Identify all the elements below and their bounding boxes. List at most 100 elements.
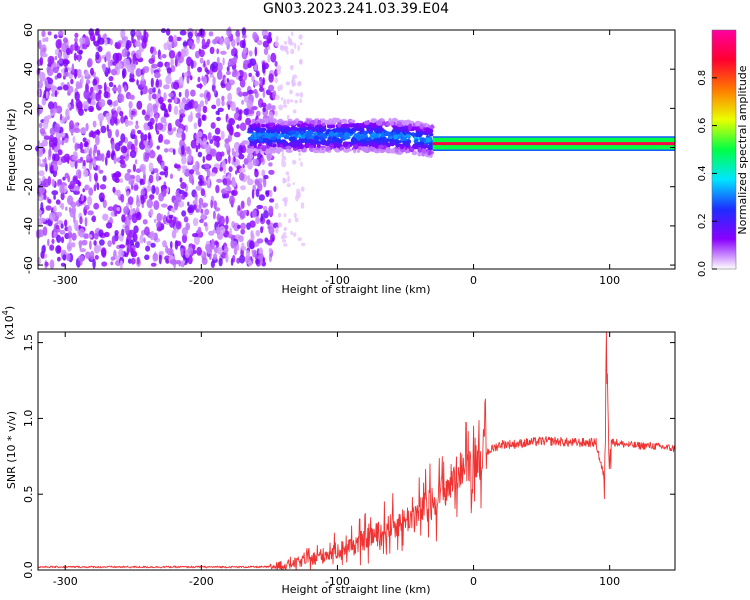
noise-cell (105, 156, 108, 166)
noise-cell (174, 96, 178, 104)
noise-cell (143, 133, 148, 141)
noise-cell (204, 163, 210, 169)
noise-cell (300, 202, 305, 209)
noise-cell (120, 115, 125, 124)
noise-cell (272, 222, 280, 229)
noise-cell (209, 148, 217, 157)
noise-cell (51, 190, 59, 196)
noise-cell (87, 196, 93, 206)
noise-cell (107, 67, 111, 74)
noise-cell (53, 194, 56, 200)
noise-cell (134, 124, 139, 130)
noise-cell (259, 87, 264, 92)
noise-cell (67, 231, 73, 239)
noise-cell (174, 240, 179, 250)
noise-cell (194, 30, 198, 37)
signal-cell (349, 129, 354, 133)
noise-cell (140, 165, 145, 171)
signal-cell (272, 143, 277, 148)
noise-cell (283, 243, 288, 247)
noise-cell (74, 37, 78, 43)
noise-cell (69, 180, 75, 190)
noise-cell (106, 150, 111, 159)
noise-cell (147, 121, 153, 127)
noise-cell (292, 182, 295, 186)
noise-cell (75, 185, 80, 192)
noise-cell (216, 70, 223, 80)
noise-cell (148, 107, 153, 112)
signal-cell (406, 140, 411, 146)
noise-cell (294, 99, 299, 104)
noise-cell (283, 213, 287, 218)
noise-cell (212, 76, 216, 86)
noise-cell (54, 48, 60, 56)
signal-cell (316, 119, 322, 125)
noise-cell (93, 240, 97, 246)
signal-cell (255, 120, 259, 124)
spectrogram-y-label: Frequency (Hz) (5, 109, 18, 192)
signal-cell (265, 138, 269, 143)
noise-cell (109, 38, 113, 46)
noise-cell (130, 29, 136, 38)
noise-cell (168, 103, 172, 113)
signal-cell (408, 123, 412, 129)
noise-cell (167, 98, 173, 103)
noise-cell (265, 190, 270, 198)
noise-cell (135, 68, 142, 77)
noise-cell (40, 201, 44, 212)
noise-cell (66, 253, 71, 262)
noise-cell (64, 172, 70, 179)
signal-cell (281, 128, 286, 135)
noise-cell (165, 28, 171, 36)
noise-cell (69, 120, 74, 130)
noise-cell (127, 258, 132, 264)
signal-cell (282, 140, 289, 147)
noise-cell (71, 63, 75, 73)
snr-frame (37, 331, 676, 571)
signal-cell (334, 117, 341, 123)
noise-cell (258, 194, 265, 201)
noise-cell (71, 102, 75, 110)
noise-cell (224, 77, 227, 85)
noise-cell (240, 222, 246, 230)
noise-cell (246, 196, 251, 207)
noise-cell (181, 193, 186, 200)
signal-cell (251, 123, 257, 129)
x-tick-label: -100 (325, 575, 350, 588)
noise-cell (170, 207, 175, 212)
noise-cell (282, 235, 288, 239)
noise-cell (170, 57, 174, 67)
signal-cell (361, 146, 368, 152)
noise-cell (99, 184, 107, 190)
noise-cell (54, 90, 58, 98)
x-tick-label: -100 (325, 274, 350, 287)
colorbar-tick-label: 0.4 (697, 165, 708, 181)
noise-cell (128, 108, 132, 118)
noise-cell (39, 56, 44, 66)
noise-cell (297, 45, 300, 52)
noise-cell (148, 93, 152, 101)
noise-cell (295, 92, 300, 97)
y-tick-label: 0.5 (22, 485, 35, 503)
noise-cell (41, 53, 48, 58)
noise-cell (213, 200, 217, 210)
noise-cell (57, 256, 61, 262)
signal-cell (350, 140, 356, 144)
noise-cell (53, 153, 60, 162)
noise-cell (168, 50, 176, 59)
snr-multiplier-exponent: 4 (1, 310, 10, 315)
noise-cell (150, 262, 157, 267)
signal-cell (402, 140, 408, 145)
signal-cell (427, 150, 432, 156)
noise-cell (114, 65, 119, 72)
noise-cell (267, 224, 271, 230)
signal-cell (328, 118, 333, 123)
noise-cell (213, 253, 218, 261)
noise-cell (268, 247, 272, 254)
noise-cell (289, 89, 293, 95)
noise-cell (105, 222, 113, 229)
x-tick-label: -200 (189, 575, 214, 588)
noise-cell (196, 83, 203, 89)
noise-cell (59, 184, 65, 194)
noise-cell (46, 76, 51, 81)
